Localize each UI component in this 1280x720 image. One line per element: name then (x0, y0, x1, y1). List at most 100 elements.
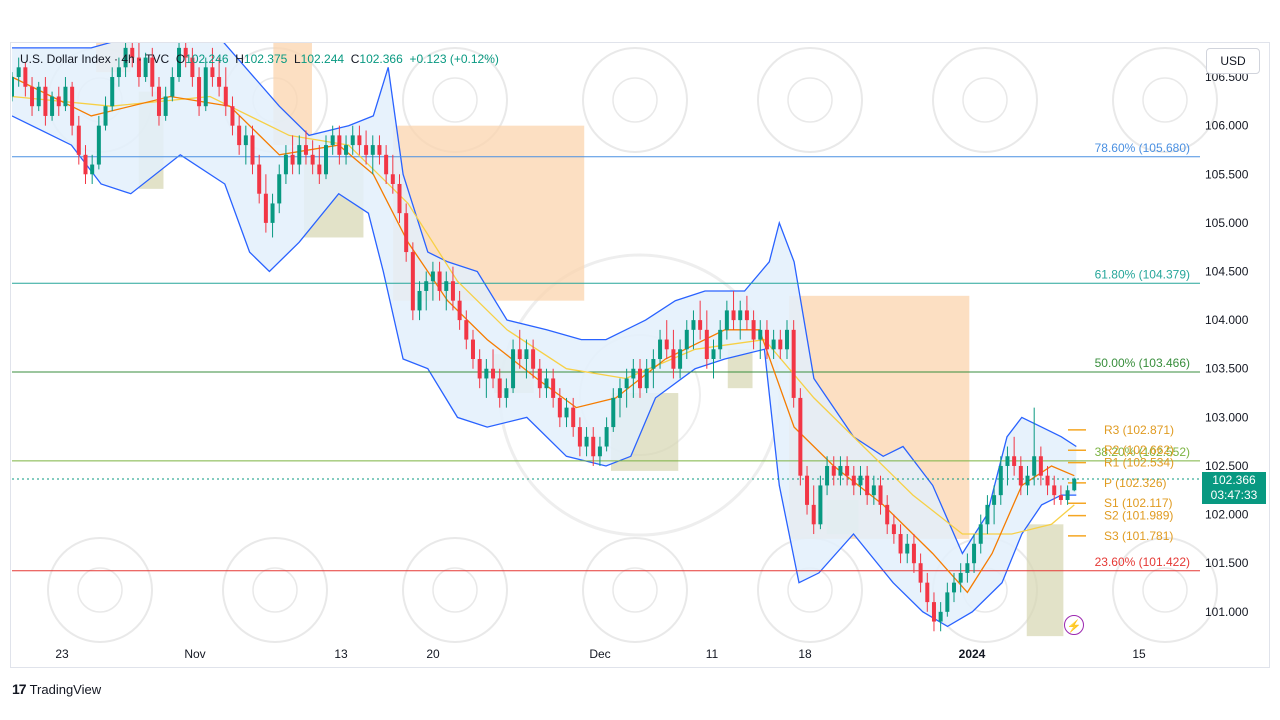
candle-body (664, 339, 669, 350)
candle-body (130, 47, 135, 58)
candle-body (617, 388, 622, 398)
candle-body (70, 86, 75, 126)
candles-layer (12, 43, 1077, 632)
candle-body (370, 145, 375, 155)
candle-body (965, 563, 970, 573)
candle-body (183, 47, 188, 58)
time-tick-label: 23 (55, 647, 69, 661)
price-tick-label: 104.500 (1205, 265, 1249, 279)
low-value: 102.244 (300, 52, 345, 66)
candle-body (96, 125, 101, 165)
time-axis[interactable]: 23 Nov 13 20 Dec 11 18 2024 15 (55, 647, 1146, 661)
candle-body (998, 465, 1003, 496)
watermark-seal-inner (1142, 567, 1188, 613)
candle-body (972, 543, 977, 564)
candle-body (357, 135, 362, 146)
candle-body (858, 475, 863, 486)
candle-body (571, 407, 576, 428)
candle-body (544, 378, 549, 389)
candle-body (704, 329, 709, 360)
candle-body (871, 485, 876, 496)
candle-body (1072, 478, 1077, 491)
open-label: O (175, 52, 186, 66)
candle-body (116, 67, 121, 78)
candle-body (678, 349, 683, 369)
candle-body (90, 164, 95, 175)
close-value: 102.366 (359, 52, 403, 66)
watermark-seal-inner (77, 567, 123, 613)
candle-body (1045, 475, 1050, 486)
candle-body (898, 534, 903, 554)
candle-body (270, 203, 275, 223)
candle-body (811, 504, 816, 525)
candle-body (277, 174, 282, 204)
candle-body (758, 329, 763, 340)
candle-body (450, 281, 455, 301)
price-tick-label: 101.000 (1205, 605, 1249, 619)
candle-body (36, 86, 41, 107)
candle-body (170, 77, 175, 97)
candle-body (845, 465, 850, 476)
candle-body (203, 67, 208, 107)
watermark-seal (582, 537, 688, 643)
candle-body (591, 436, 596, 457)
price-tick-label: 102.000 (1205, 508, 1249, 522)
candle-body (1058, 495, 1063, 501)
candle-body (952, 582, 957, 593)
candle-body (350, 135, 355, 146)
candle-body (624, 378, 629, 389)
candle-body (905, 543, 910, 554)
candle-body (230, 106, 235, 126)
candle-body (644, 368, 649, 389)
lightning-icon[interactable]: ⚡ (1064, 615, 1084, 635)
change-value: +0.123 (+0.12%) (409, 52, 499, 66)
watermark-seal (1112, 47, 1218, 153)
candle-body (604, 427, 609, 447)
candle-body (223, 86, 228, 107)
candle-body (337, 135, 342, 155)
candle-body (1032, 456, 1037, 476)
candle-body (210, 67, 215, 78)
candle-body (638, 368, 643, 389)
candle-body (50, 96, 55, 116)
candle-body (925, 582, 930, 603)
open-value: 102.246 (185, 52, 229, 66)
time-tick-label: 18 (798, 647, 812, 661)
candle-body (557, 397, 562, 418)
candle-body (577, 427, 582, 447)
price-axis[interactable]: 101.000 101.500 102.000 102.500 103.000 103.5… (1205, 70, 1249, 619)
candle-body (30, 86, 35, 107)
candle-body (658, 339, 663, 360)
currency-button[interactable]: USD (1206, 48, 1260, 74)
candle-body (724, 310, 729, 330)
candle-body (263, 193, 268, 223)
price-tick-label: 106.000 (1205, 119, 1249, 133)
watermark-seal-inner (612, 567, 658, 613)
candle-body (931, 602, 936, 622)
candle-body (103, 106, 108, 126)
last-price-tag: 102.366 03:47:33 (1202, 472, 1266, 504)
candle-body (243, 135, 248, 146)
candle-body (16, 67, 21, 78)
candle-body (1052, 485, 1057, 496)
candle-body (611, 397, 616, 428)
price-tick-label: 104.000 (1205, 313, 1249, 327)
candle-body (143, 57, 148, 78)
candle-body (384, 154, 389, 175)
candle-body (1025, 475, 1030, 486)
candle-body (764, 329, 769, 350)
time-tick-label: 2024 (959, 647, 986, 661)
candle-body (156, 86, 161, 116)
candle-body (123, 47, 128, 68)
candle-body (992, 495, 997, 505)
candle-body (805, 475, 810, 505)
tradingview-logo[interactable]: 17 TradingView (12, 681, 101, 697)
candle-body (404, 213, 409, 253)
time-tick-label: Nov (184, 647, 205, 661)
candle-body (12, 77, 14, 97)
candle-body (524, 349, 529, 360)
candle-body (303, 145, 308, 155)
candle-body (738, 310, 743, 321)
candle-body (865, 475, 870, 496)
